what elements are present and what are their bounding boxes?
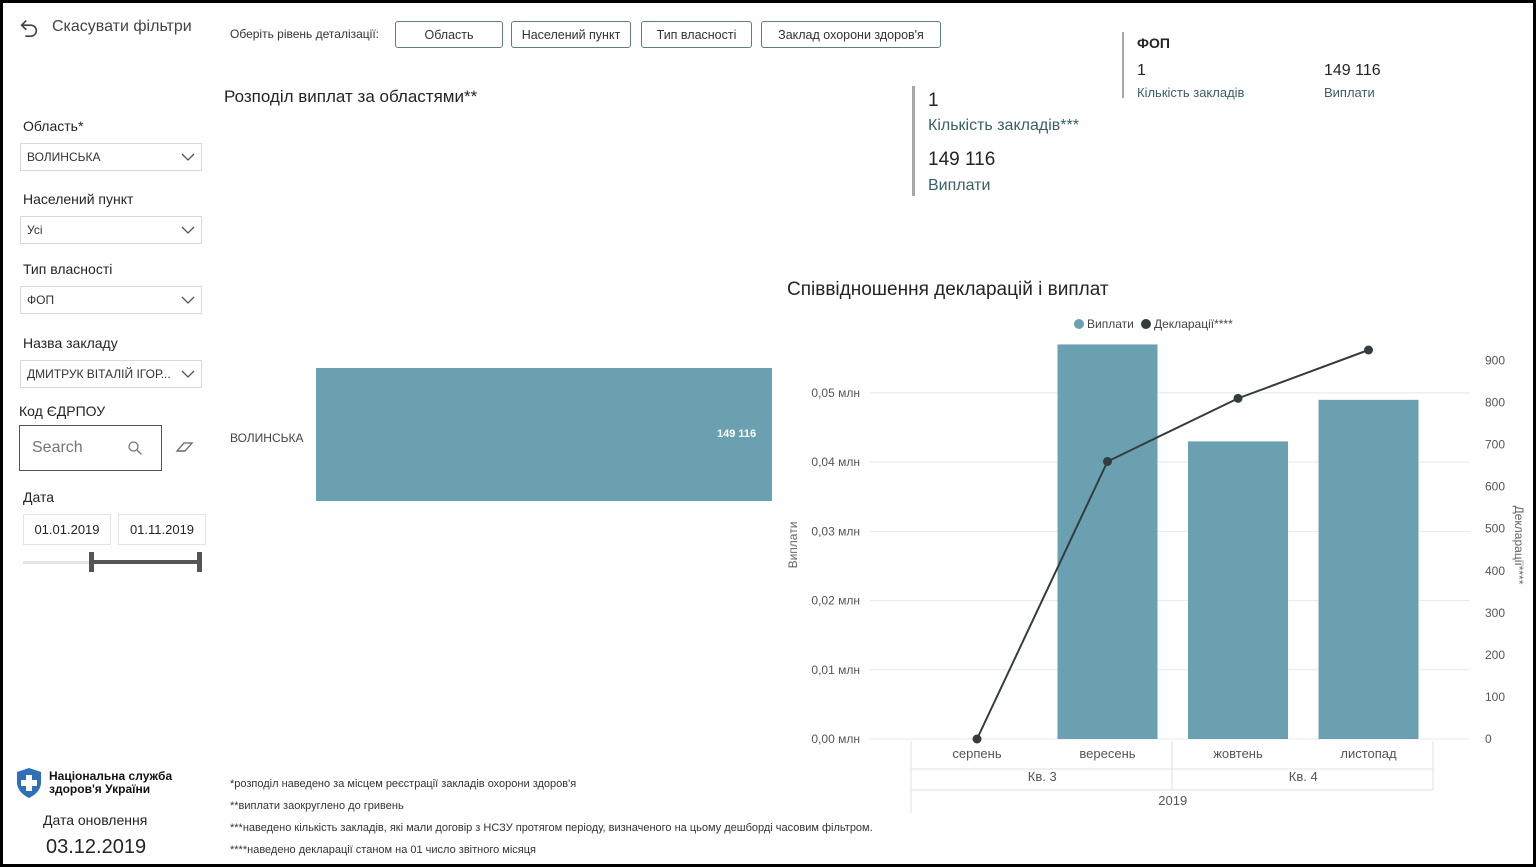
payments-bar[interactable]: [1318, 399, 1419, 739]
edrpou-filter-label: Код ЄДРПОУ: [19, 403, 106, 419]
y-left-tick-label: 0,01 млн: [811, 663, 860, 677]
footnote-2: **виплати заокруглено до гривень: [230, 800, 404, 812]
x-month-label: листопад: [1340, 746, 1397, 761]
fop-card-title: ФОП: [1137, 35, 1170, 51]
y-left-tick-label: 0,02 млн: [811, 594, 860, 608]
x-quarter-label: Кв. 4: [1289, 769, 1318, 784]
date-to-input[interactable]: 01.11.2019: [118, 514, 206, 545]
y-left-tick-label: 0,00 млн: [811, 732, 860, 746]
update-date-label: Дата оновлення: [43, 812, 148, 828]
ownership-dropdown-value: ФОП: [27, 293, 55, 307]
detail-level-label: Оберіть рівень деталізації:: [230, 27, 379, 41]
kpi-pay-label: Виплати: [928, 177, 991, 194]
fop-divider: [1122, 32, 1124, 98]
facility-dropdown-value: ДМИТРУК ВІТАЛІЙ ІГОР...: [27, 367, 171, 381]
y-right-tick-label: 400: [1485, 564, 1505, 578]
kpi-count-value: 1: [928, 90, 939, 111]
kpi-pay-value: 149 116: [928, 149, 996, 170]
declarations-line: [976, 349, 1369, 740]
facility-filter-label: Назва закладу: [23, 335, 118, 351]
update-date-value: 03.12.2019: [46, 836, 147, 858]
level-button-facility[interactable]: Заклад охорони здоров'я: [761, 21, 941, 48]
y-right-tick-label: 700: [1485, 438, 1505, 452]
declarations-point[interactable]: [1233, 393, 1243, 403]
region-bar-category-label: ВОЛИНСЬКА: [230, 431, 304, 445]
kpi-count-label: Кількість закладів***: [928, 117, 1079, 134]
level-button-region[interactable]: Область: [395, 21, 503, 48]
chevron-down-icon: [181, 370, 195, 378]
footnote-3: ***наведено кількість закладів, які мали…: [230, 822, 873, 834]
level-button-settlement[interactable]: Населений пункт: [511, 21, 631, 48]
org-name: Національна служба здоров'я України: [49, 769, 173, 796]
reset-filters-button[interactable]: Скасувати фільтри: [18, 16, 192, 38]
y-axis-left-title: Виплати: [786, 522, 800, 569]
ownership-filter-label: Тип власності: [23, 261, 113, 277]
edrpou-search-box: [19, 425, 162, 471]
y-right-tick-label: 800: [1485, 396, 1505, 410]
shield-cross-icon: [17, 768, 41, 798]
combo-chart: Виплати Декларації**** Виплати Деклараці…: [786, 317, 1526, 813]
x-year-label: 2019: [1158, 793, 1187, 808]
nhsu-logo: Національна служба здоров'я України: [15, 767, 184, 799]
combo-chart-title: Співвідношення декларацій і виплат: [787, 279, 1109, 300]
y-left-tick-label: 0,03 млн: [811, 524, 860, 538]
region-filter-label: Область*: [23, 118, 84, 134]
date-slider-end-handle[interactable]: [197, 552, 202, 572]
payments-bar[interactable]: [1057, 344, 1158, 739]
x-month-label: вересень: [1079, 746, 1135, 761]
y-left-tick-label: 0,04 млн: [811, 455, 860, 469]
chevron-down-icon: [181, 226, 195, 234]
settlement-filter-label: Населений пункт: [23, 191, 134, 207]
legend-marker-declarations: [1141, 319, 1151, 329]
y-right-tick-label: 900: [1485, 354, 1505, 368]
y-axis-right-title: Декларації****: [1512, 506, 1526, 585]
x-quarter-label: Кв. 3: [1028, 769, 1057, 784]
legend-marker-payments: [1074, 319, 1084, 329]
y-right-tick-label: 100: [1485, 690, 1505, 704]
region-bar[interactable]: [316, 368, 772, 501]
x-month-label: серпень: [952, 746, 1001, 761]
date-filter-label: Дата: [23, 489, 55, 505]
chevron-down-icon: [181, 153, 195, 161]
payments-bar[interactable]: [1188, 441, 1288, 739]
kpi-divider: [912, 86, 915, 196]
edrpou-search-input[interactable]: [32, 439, 127, 457]
y-right-tick-label: 300: [1485, 606, 1505, 620]
footnote-1: *розподіл наведено за місцем реєстрації …: [230, 778, 577, 790]
ownership-dropdown[interactable]: ФОП: [20, 286, 202, 314]
fop-count-value: 1: [1137, 62, 1146, 79]
fop-pay-label: Виплати: [1324, 85, 1375, 100]
y-right-tick-label: 500: [1485, 522, 1505, 536]
fop-pay-value: 149 116: [1324, 62, 1381, 79]
region-dropdown-value: ВОЛИНСЬКА: [27, 150, 101, 164]
region-chart-title: Розподіл виплат за областями**: [224, 87, 478, 106]
eraser-icon[interactable]: [175, 440, 195, 454]
legend-label-declarations: Декларації****: [1154, 317, 1233, 331]
declarations-point[interactable]: [972, 734, 982, 744]
region-bar-data-label: 149 116: [717, 428, 757, 440]
level-button-ownership[interactable]: Тип власності: [641, 21, 752, 48]
region-dropdown[interactable]: ВОЛИНСЬКА: [20, 143, 202, 171]
search-icon[interactable]: [127, 440, 143, 456]
declarations-point[interactable]: [1364, 345, 1373, 355]
fop-count-label: Кількість закладів: [1137, 85, 1245, 100]
date-from-input[interactable]: 01.01.2019: [23, 514, 111, 545]
x-month-label: жовтень: [1213, 746, 1263, 761]
footnote-4: ****наведено декларації станом на 01 чис…: [230, 844, 536, 856]
y-right-tick-label: 600: [1485, 480, 1505, 494]
y-right-tick-label: 200: [1485, 648, 1505, 662]
date-slider-range: [91, 560, 201, 564]
settlement-dropdown-value: Усі: [27, 223, 43, 237]
y-left-tick-label: 0,05 млн: [811, 386, 860, 400]
chevron-down-icon: [181, 296, 195, 304]
legend-label-payments: Виплати: [1087, 317, 1134, 331]
reset-filters-label: Скасувати фільтри: [52, 18, 192, 35]
settlement-dropdown[interactable]: Усі: [20, 216, 202, 244]
declarations-point[interactable]: [1103, 456, 1112, 466]
date-slider-start-handle[interactable]: [89, 552, 94, 572]
y-right-tick-label: 0: [1485, 732, 1492, 746]
undo-icon: [20, 19, 38, 37]
facility-dropdown[interactable]: ДМИТРУК ВІТАЛІЙ ІГОР...: [20, 360, 202, 388]
